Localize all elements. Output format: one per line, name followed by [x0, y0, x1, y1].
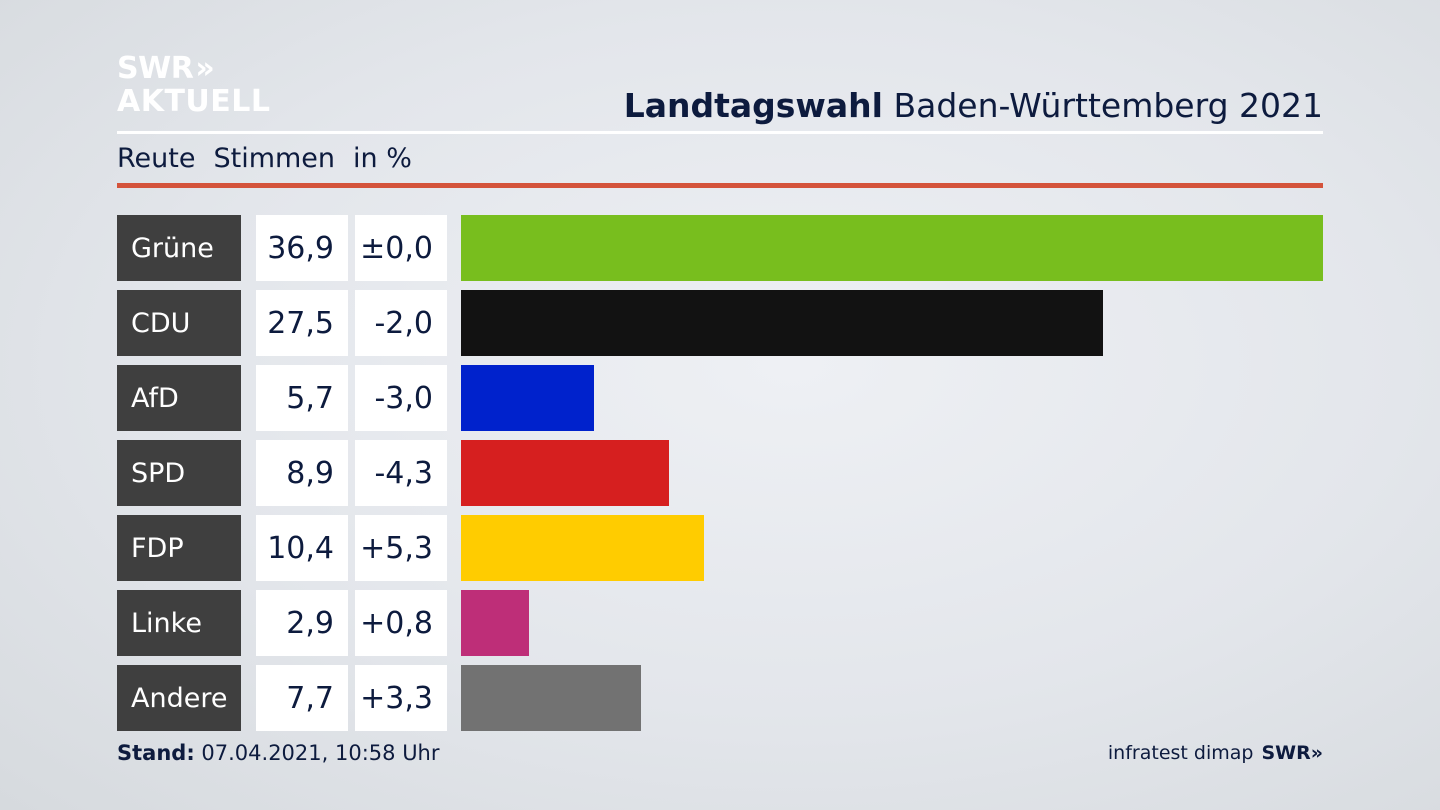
party-label: FDP — [117, 515, 241, 581]
accent-divider — [117, 183, 1323, 188]
vote-share-value: 10,4 — [256, 515, 348, 581]
result-bar — [461, 665, 641, 731]
swr-aktuell-logo: SWR» AKTUELL — [117, 54, 271, 117]
party-label: SPD — [117, 440, 241, 506]
chart-subtitle: Reute Stimmen in % — [117, 143, 430, 174]
logo-swr-text: SWR — [117, 51, 194, 86]
source-credit: infratest dimap SWR» — [1108, 742, 1323, 764]
party-label: CDU — [117, 290, 241, 356]
result-row: SPD 8,9 -4,3 — [117, 440, 1323, 506]
vote-share-change: -2,0 — [355, 290, 447, 356]
vote-share-change: ±0,0 — [355, 215, 447, 281]
chart-title-bold: Landtagswahl — [623, 86, 883, 125]
vote-share-value: 8,9 — [256, 440, 348, 506]
vote-share-value: 27,5 — [256, 290, 348, 356]
party-label: AfD — [117, 365, 241, 431]
party-label: Linke — [117, 590, 241, 656]
source-brand-logo: SWR» — [1261, 742, 1323, 764]
vote-share-value: 5,7 — [256, 365, 348, 431]
party-label: Andere — [117, 665, 241, 731]
party-label: Grüne — [117, 215, 241, 281]
subtitle-metric: Stimmen — [213, 143, 336, 174]
result-bar — [461, 515, 704, 581]
timestamp-value: 07.04.2021, 10:58 Uhr — [201, 741, 440, 765]
result-bar — [461, 440, 669, 506]
logo-chevron-icon: » — [195, 51, 215, 86]
vote-share-change: -4,3 — [355, 440, 447, 506]
subtitle-place: Reute — [117, 143, 196, 174]
result-row: AfD 5,7 -3,0 — [117, 365, 1323, 431]
result-bar — [461, 290, 1103, 356]
vote-share-value: 7,7 — [256, 665, 348, 731]
title-divider — [117, 131, 1323, 134]
vote-share-change: +3,3 — [355, 665, 447, 731]
result-row: Andere 7,7 +3,3 — [117, 665, 1323, 731]
timestamp-label: Stand: — [117, 741, 195, 765]
vote-share-change: -3,0 — [355, 365, 447, 431]
subtitle-unit: in % — [353, 143, 412, 174]
result-row: Grüne 36,9 ±0,0 — [117, 215, 1323, 281]
result-bar — [461, 215, 1323, 281]
vote-share-value: 36,9 — [256, 215, 348, 281]
vote-share-change: +0,8 — [355, 590, 447, 656]
logo-aktuell-text: AKTUELL — [117, 84, 271, 119]
source-name: infratest dimap — [1107, 742, 1254, 764]
result-row: FDP 10,4 +5,3 — [117, 515, 1323, 581]
vote-share-change: +5,3 — [355, 515, 447, 581]
chart-title-rest: Baden-Württemberg 2021 — [893, 86, 1323, 125]
chart-title: Landtagswahl Baden-Württemberg 2021 — [624, 86, 1323, 125]
vote-share-value: 2,9 — [256, 590, 348, 656]
result-row: CDU 27,5 -2,0 — [117, 290, 1323, 356]
result-bar — [461, 590, 529, 656]
result-bar — [461, 365, 594, 431]
result-row: Linke 2,9 +0,8 — [117, 590, 1323, 656]
timestamp: Stand: 07.04.2021, 10:58 Uhr — [117, 741, 440, 765]
